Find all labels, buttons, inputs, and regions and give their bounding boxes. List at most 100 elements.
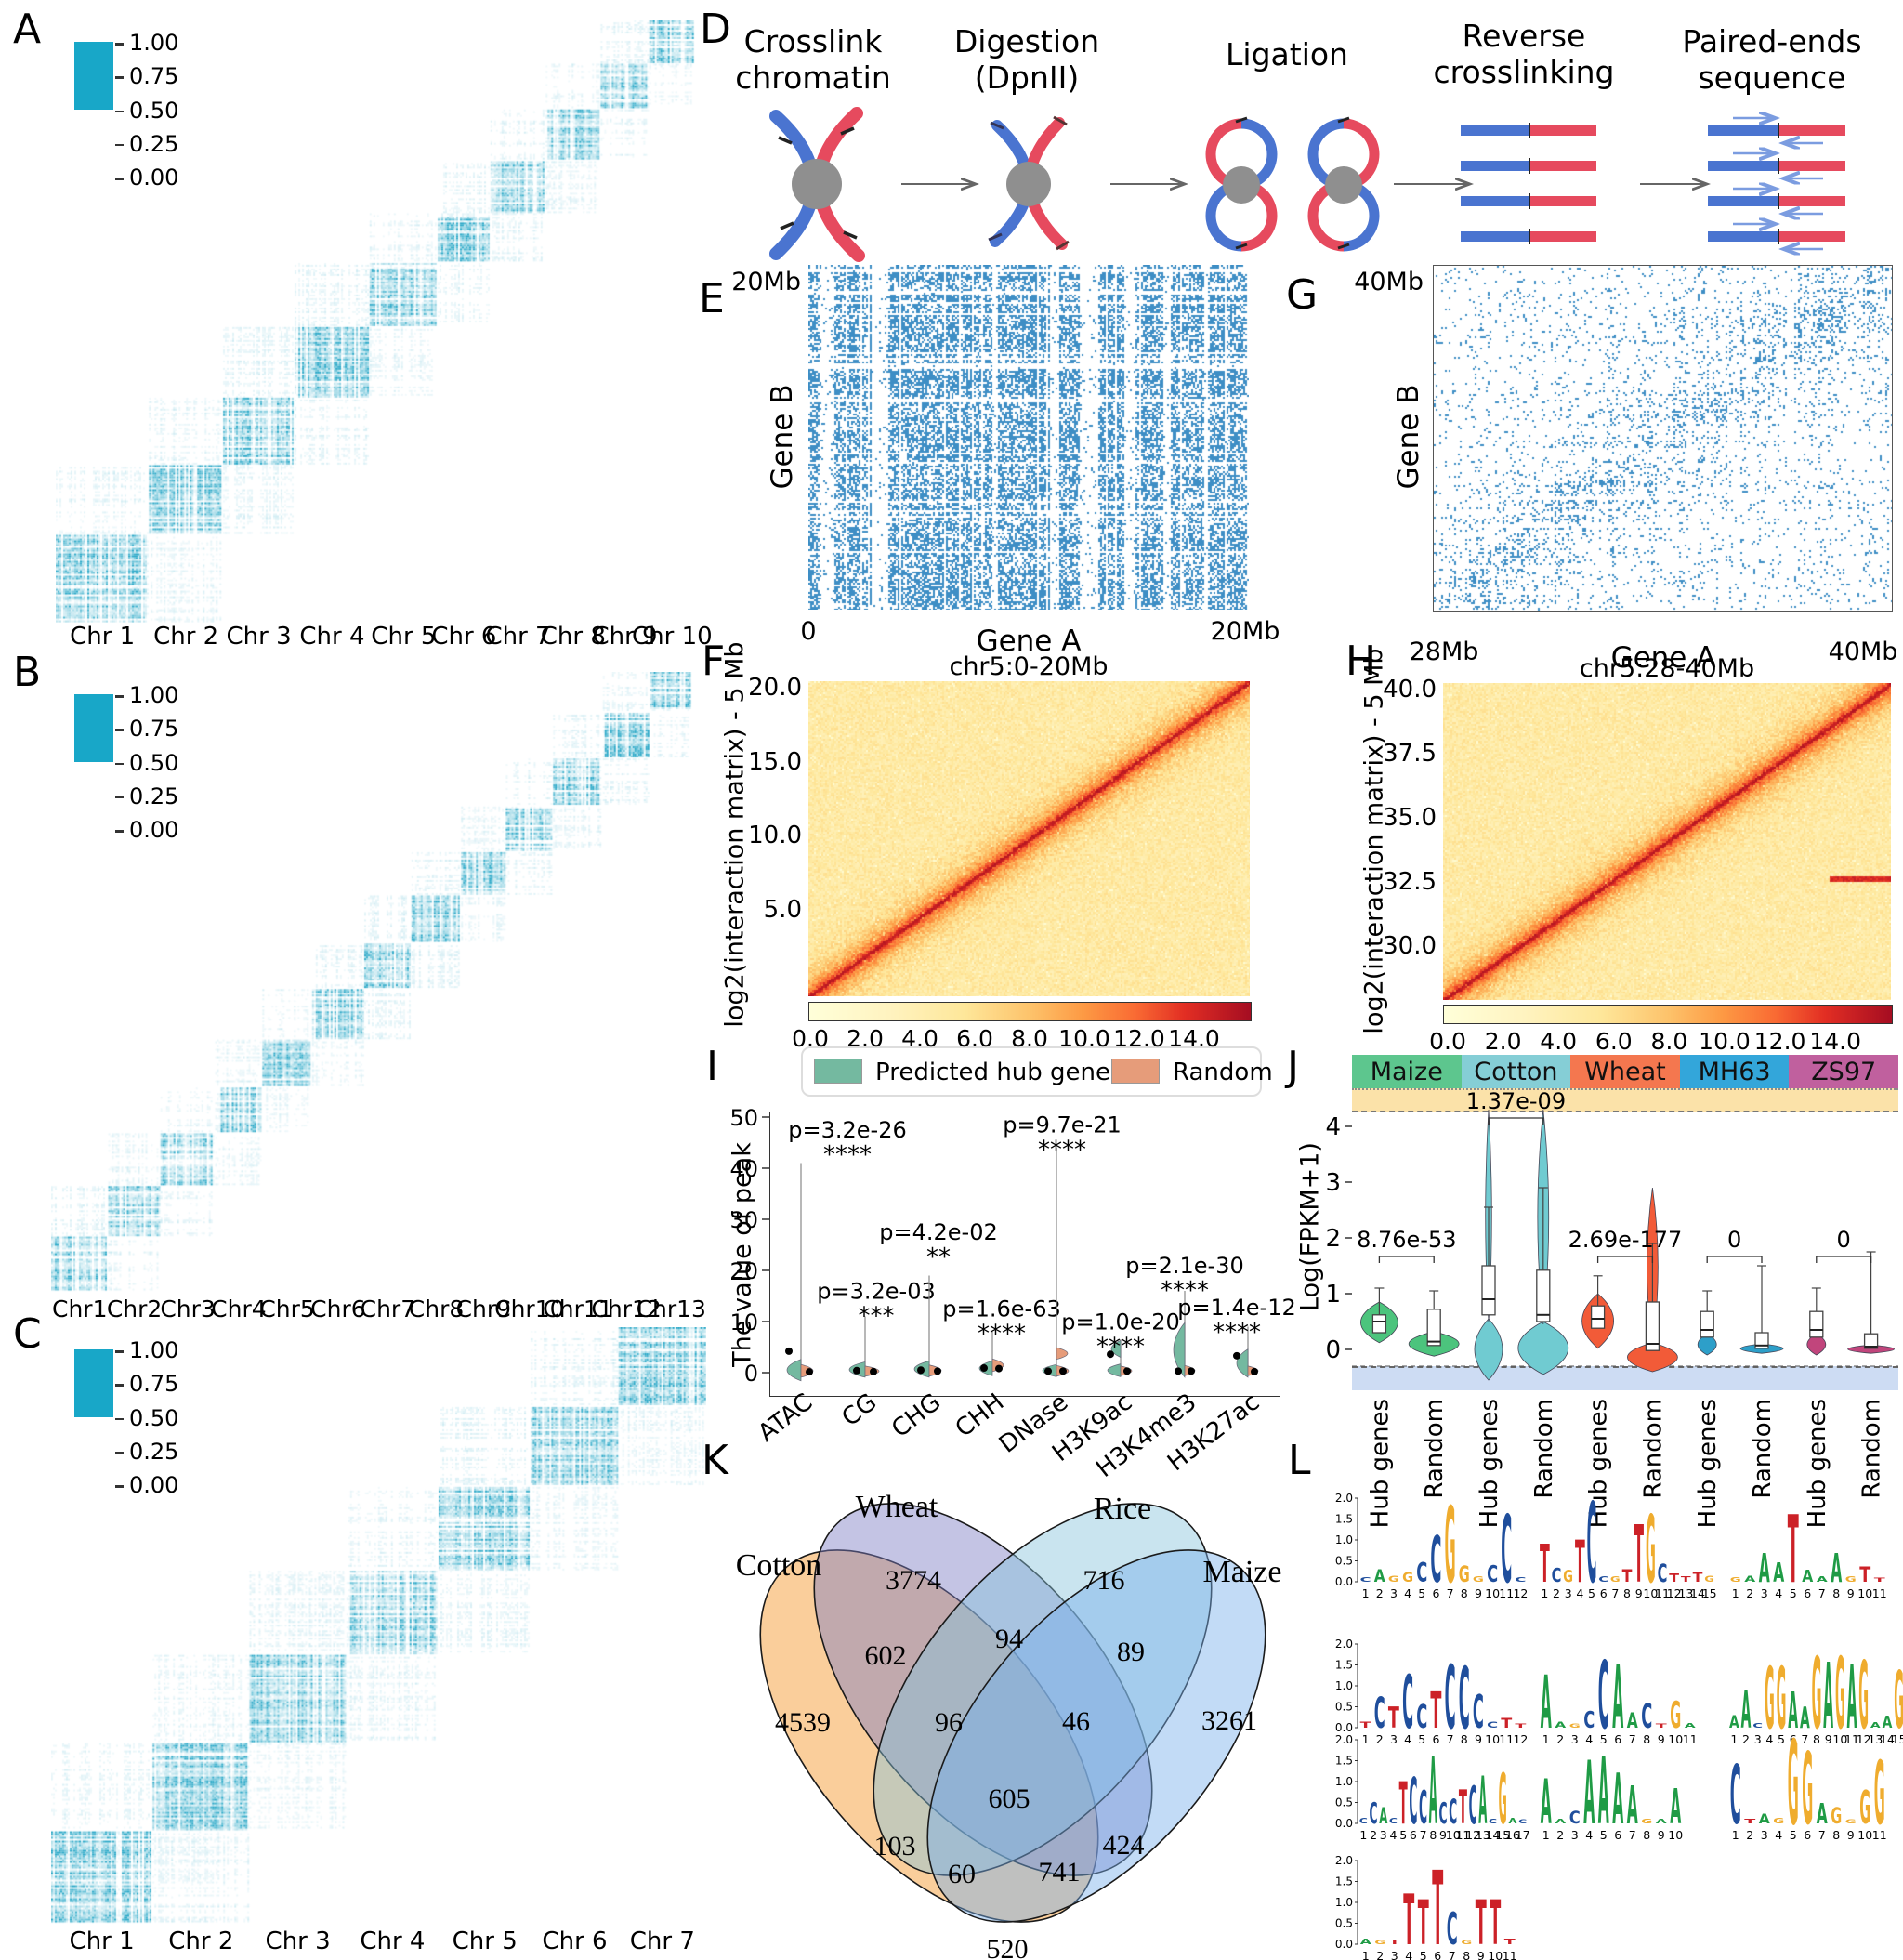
logo-letter-C: C — [1438, 1797, 1447, 1831]
colorbar-c — [74, 1349, 113, 1417]
venn-count-cotton-rice: 103 — [874, 1831, 916, 1861]
logo-letter-C: C — [1598, 1575, 1608, 1584]
panel-letter-l: L — [1288, 1437, 1311, 1484]
logo-xtick: 11 — [1872, 1828, 1887, 1842]
h-ytick-0: 40.0 — [1383, 676, 1437, 704]
colorbar-tick-label-c-0: 1.00 — [129, 1337, 179, 1363]
sequence-logo-3: A A T A A TG A A G T1 2 3 4 5 6 7 8 9 10 11 — [1730, 1495, 1887, 1604]
correlation-heatmap-canvas-c — [51, 1327, 706, 1924]
logo-xtick: 4 — [1585, 1828, 1593, 1842]
venn-count-wheat-rice: 94 — [995, 1624, 1023, 1654]
logo-xtick: 11 — [1683, 1732, 1698, 1746]
f-ctick-5: 10.0 — [1058, 1025, 1110, 1052]
sequence-logo-4: 2.01.51.00.50.0 C T C C T C C C TT C T1 2 3 4 5 6 7 8 9 10 11… — [1335, 1638, 1528, 1749]
f-ctick-6: 12.0 — [1113, 1025, 1165, 1052]
logo-letter-A: A — [1478, 1763, 1487, 1839]
logo-letter-T: T — [1575, 1528, 1585, 1596]
logo-letter-G: G — [1461, 1940, 1472, 1946]
logo-letter-A: A — [1802, 1568, 1813, 1586]
panel-letter-j: J — [1287, 1043, 1299, 1090]
logo-letter-T: T — [1681, 1575, 1692, 1584]
logo-xtick: 2 — [1376, 1586, 1384, 1600]
i-stars-H3K9ac: **** — [1096, 1333, 1145, 1361]
logo-letter-T: T — [1515, 1723, 1528, 1730]
logo-xtick: 4 — [1404, 1732, 1411, 1746]
logo-xtick: 13 — [1868, 1732, 1883, 1746]
logo-ytick: 0.5 — [1335, 1796, 1353, 1809]
panel-letter-b: B — [13, 649, 42, 696]
logo-letter-C: C — [1449, 1792, 1457, 1832]
chr-label-b-5: Chr5 — [259, 1296, 315, 1322]
logo-xtick: 8 — [1832, 1828, 1840, 1842]
logo-letter-G: G — [1569, 1723, 1581, 1730]
logo-xtick: 10 — [1668, 1732, 1683, 1746]
logo-letter-G: G — [1402, 1571, 1413, 1585]
chr-label-a-8: Chr 8 — [540, 623, 606, 651]
j-xtick-2: Hub genes — [1476, 1399, 1503, 1528]
logo-xtick: 7 — [1818, 1828, 1826, 1842]
chr-label-c-1: Chr 1 — [69, 1927, 135, 1955]
j-xtick-3: Random — [1530, 1399, 1558, 1499]
digestion-icon — [988, 115, 1070, 251]
f-ctick-4: 8.0 — [1011, 1025, 1048, 1052]
logo-letter-C: C — [1752, 1722, 1763, 1730]
logo-letter-C: C — [1430, 1523, 1441, 1598]
g-xmin-label: 28Mb — [1409, 638, 1479, 666]
e-xlabel: Gene A — [976, 625, 1082, 658]
venn-count-cotton: 4539 — [775, 1707, 831, 1738]
i-stars-ATAC: **** — [823, 1141, 872, 1169]
colorbar-tick-mark-c-0 — [115, 1350, 124, 1353]
j-ytick-0: 0 — [1325, 1336, 1341, 1364]
logo-xtick: 15 — [1702, 1586, 1717, 1600]
protocol-step-ligation: Ligation — [1226, 36, 1348, 72]
logo-letter-C: C — [1641, 1696, 1652, 1736]
logo-xtick: 6 — [1434, 1949, 1441, 1960]
hic-colorbar-f — [808, 1002, 1252, 1021]
logo-letter-G: G — [1845, 1574, 1857, 1584]
logo-letter-G: G — [1670, 1695, 1681, 1737]
colorbar-tick-label-c-1: 0.75 — [129, 1371, 179, 1398]
chr-label-c-6: Chr 6 — [542, 1927, 608, 1955]
h-ytick-2: 35.0 — [1383, 804, 1437, 832]
colorbar-a — [74, 42, 113, 110]
logo-xtick: 5 — [1418, 1732, 1425, 1746]
logo-letter-C: C — [1489, 1817, 1497, 1825]
logo-letter-A: A — [1870, 1721, 1882, 1730]
logo-letter-G: G — [1835, 1638, 1845, 1750]
logo-xtick: 14 — [1486, 1828, 1501, 1842]
chr-label-b-9: Chr9 — [455, 1296, 512, 1322]
logo-xtick: 17 — [1516, 1828, 1530, 1842]
protocol-step-crosslink: Crosslink chromatin — [735, 23, 891, 96]
violin-j-maize-random: Random — [1408, 1290, 1460, 1499]
logo-xtick: 11 — [1655, 1586, 1670, 1600]
logo-letter-A: A — [1656, 1818, 1669, 1825]
logo-letter-C: C — [1459, 1651, 1470, 1748]
logo-letter-A: A — [1744, 1575, 1755, 1585]
logo-letter-T: T — [1504, 1938, 1516, 1946]
venn-label-maize: Maize — [1203, 1555, 1282, 1589]
logo-letter-C: C — [1445, 1648, 1456, 1749]
logo-letter-A: A — [1612, 1758, 1623, 1840]
logo-xtick: 1 — [1541, 1586, 1548, 1600]
logo-xtick: 7 — [1447, 1586, 1454, 1600]
logo-letter-C: C — [1473, 1686, 1484, 1739]
i-xtick-CG: CG — [837, 1388, 883, 1432]
logo-letter-G: G — [1646, 1495, 1656, 1604]
logo-letter-C: C — [1730, 1748, 1741, 1843]
logo-xtick: 5 — [1418, 1586, 1425, 1600]
chr-label-b-12: Chr12 — [591, 1296, 662, 1322]
logo-ytick: 1.5 — [1335, 1875, 1353, 1888]
logo-xtick: 9 — [1475, 1732, 1482, 1746]
i-legend-swatch-random — [1111, 1059, 1160, 1084]
j-species-segment-mh63: MH63 — [1679, 1055, 1790, 1088]
logo-xtick: 11 — [1503, 1949, 1517, 1960]
logo-letter-T: T — [1501, 1717, 1513, 1731]
logo-ytick: 1.0 — [1335, 1896, 1353, 1909]
logo-ytick: 0.0 — [1335, 1575, 1353, 1588]
logo-letter-T: T — [1859, 1563, 1871, 1587]
logo-letter-G: G — [1459, 1561, 1470, 1587]
i-xtick-ATAC: ATAC — [754, 1388, 819, 1448]
logo-letter-T: T — [1540, 1534, 1550, 1595]
paired-ends-icon — [1708, 118, 1845, 249]
i-legend-swatch-hub — [814, 1059, 862, 1084]
